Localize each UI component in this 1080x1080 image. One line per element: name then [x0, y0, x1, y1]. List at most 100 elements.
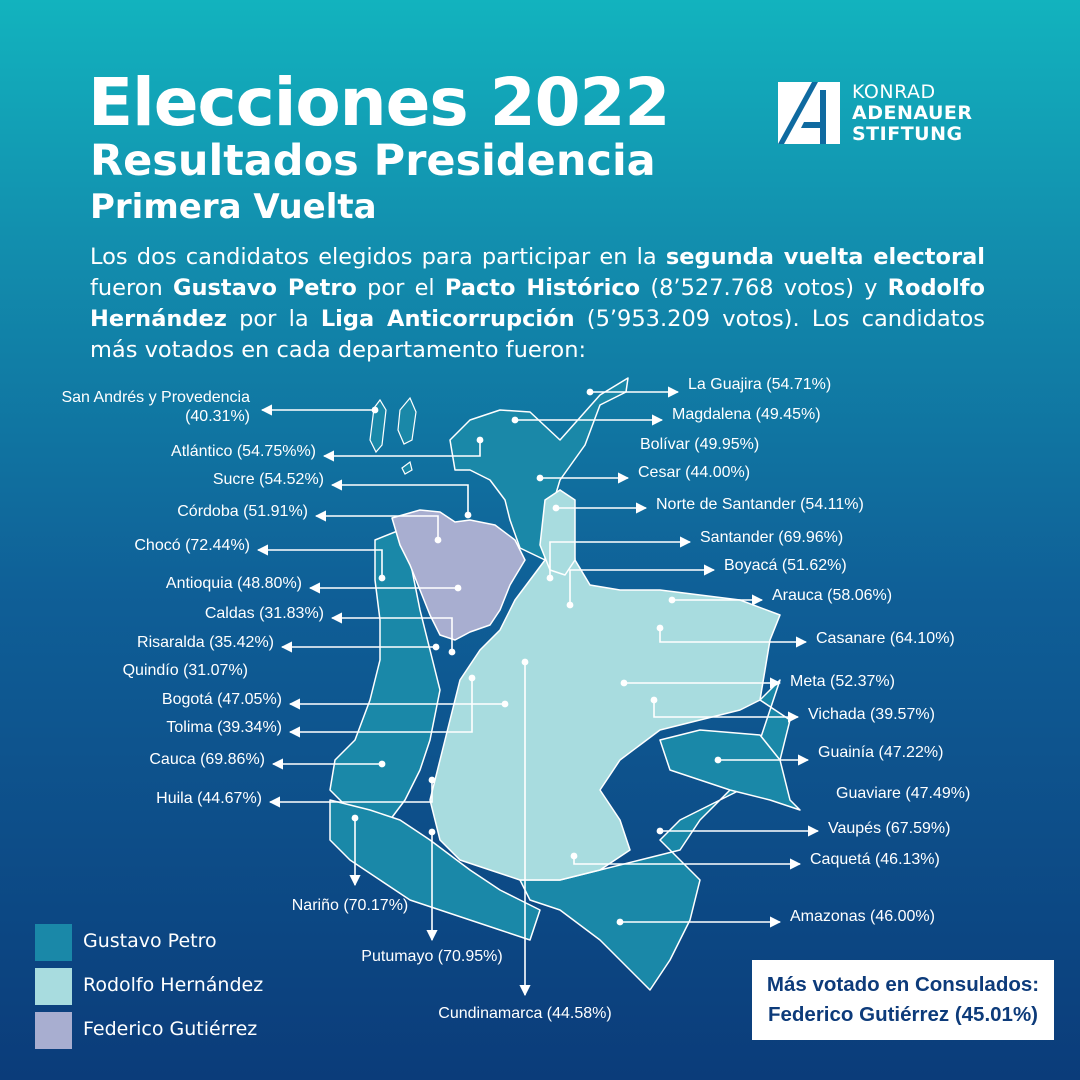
department-label: La Guajira (54.71%) [688, 376, 831, 393]
colombia-results-map: San Andrés y Provedencia (40.31%) La Guaji… [61, 376, 970, 1022]
round-heading: Primera Vuelta [90, 187, 377, 227]
department-label: Santander (69.96%) [700, 529, 843, 546]
intro-emphasis: Pacto Histórico [444, 275, 641, 301]
leader-line [288, 678, 473, 738]
department-label: Bolívar (49.95%) [640, 436, 759, 453]
leader-line [322, 440, 481, 462]
department-marker [566, 601, 574, 609]
department-marker [351, 814, 359, 822]
department-marker [454, 584, 462, 592]
department-label: Tolima (39.34%) [166, 719, 282, 736]
department-label: San Andrés y Provedencia (40.31%) [61, 389, 250, 425]
department-marker [714, 756, 722, 764]
department-marker [448, 648, 456, 656]
leader-line [653, 700, 800, 723]
department-label: Córdoba (51.91%) [177, 503, 308, 520]
map-region [539, 489, 576, 576]
department-marker [656, 827, 664, 835]
department-marker [371, 406, 379, 414]
department-marker [464, 511, 472, 519]
department-marker [434, 536, 442, 544]
department-label: Casanare (64.10%) [816, 630, 955, 647]
department-label: Cundinamarca (44.58%) [438, 1005, 611, 1022]
department-label: Norte de Santander (54.11%) [656, 496, 864, 513]
department-label: Bogotá (47.05%) [162, 691, 282, 708]
department-label: Caldas (31.83%) [205, 605, 324, 622]
kas-logo-mark-icon [778, 82, 840, 144]
department-marker [546, 574, 554, 582]
department-marker [668, 596, 676, 604]
department-marker [552, 504, 560, 512]
intro-emphasis: Rodolfo Hernández [90, 275, 985, 332]
leader-line [549, 536, 692, 578]
map-region [659, 729, 801, 811]
leader-line [256, 544, 383, 578]
department-label: Huila (44.67%) [156, 790, 262, 807]
department-marker [616, 918, 624, 926]
leader-line [268, 780, 433, 808]
department-marker [428, 828, 436, 836]
consulates-winner: Federico Gutiérrez (45.01%) [767, 1003, 1038, 1026]
map-leader-lines [256, 386, 820, 997]
department-label: Cesar (44.00%) [638, 464, 750, 481]
map-labels: San Andrés y Provedencia (40.31%) La Guaji… [61, 376, 970, 1022]
logo-line-3: STIFTUNG [852, 123, 963, 145]
page-title: Elecciones 2022 [88, 64, 670, 141]
department-label: Risaralda (35.42%) [137, 634, 274, 651]
leader-line [330, 612, 453, 652]
consulates-box: Más votado en Consulados: Federico Gutié… [752, 960, 1054, 1040]
department-label: Sucre (54.52%) [213, 471, 324, 488]
intro-emphasis: Liga Anticorrupción [320, 306, 575, 332]
department-marker [521, 658, 529, 666]
department-label: Arauca (58.06%) [772, 587, 892, 604]
leader-line [314, 510, 439, 540]
department-label: Vaupés (67.59%) [828, 820, 950, 837]
map-island [397, 396, 417, 445]
department-marker [428, 776, 436, 784]
intro-text: por el [356, 275, 445, 301]
logo-line-1: KONRAD [852, 81, 936, 103]
department-label: Boyacá (51.62%) [724, 557, 847, 574]
department-label: Quindío (31.07%) [123, 662, 248, 679]
map-region [329, 799, 541, 941]
department-marker [378, 760, 386, 768]
map-island [369, 398, 387, 454]
legend-swatch [35, 968, 72, 1005]
intro-text: (8’527.768 votos) y [640, 275, 888, 301]
intro-text: Los dos candidatos elegidos para partici… [90, 244, 666, 270]
department-marker [511, 416, 519, 424]
department-marker [476, 436, 484, 444]
department-marker [378, 574, 386, 582]
department-label: Antioquia (48.80%) [166, 575, 302, 592]
department-marker [620, 679, 628, 687]
department-label: Guaviare (47.49%) [836, 785, 970, 802]
consulates-heading: Más votado en Consulados: [766, 973, 1040, 996]
map-region [429, 489, 781, 881]
department-label: Nariño (70.17%) [292, 897, 409, 914]
department-label: Caquetá (46.13%) [810, 851, 940, 868]
legend-label: Rodolfo Hernández [83, 974, 264, 996]
department-marker [536, 474, 544, 482]
page-subtitle: Resultados Presidencia [90, 136, 656, 186]
department-marker [656, 624, 664, 632]
intro-paragraph: Los dos candidatos elegidos para partici… [90, 242, 985, 366]
department-label: Atlántico (54.75%%) [171, 443, 316, 460]
map-island [401, 460, 413, 475]
department-label: Meta (52.37%) [790, 673, 895, 690]
intro-text: fueron [90, 275, 173, 301]
map-regions [329, 377, 801, 991]
department-marker [586, 388, 594, 396]
department-label: Guainía (47.22%) [818, 744, 943, 761]
legend-label: Gustavo Petro [83, 930, 217, 952]
department-marker [570, 852, 578, 860]
intro-emphasis: Gustavo Petro [173, 275, 357, 301]
legend-label: Federico Gutiérrez [83, 1018, 258, 1040]
map-region [391, 509, 526, 641]
legend-swatch [35, 1012, 72, 1049]
department-label: Vichada (39.57%) [808, 706, 935, 723]
intro-text: (5’953.209 votos). Los candidatos más vo… [90, 306, 985, 363]
map-region [449, 377, 629, 561]
kas-logo: KONRAD ADENAUER STIFTUNG [778, 81, 988, 145]
leader-line [330, 479, 469, 515]
leader-line [659, 628, 808, 648]
